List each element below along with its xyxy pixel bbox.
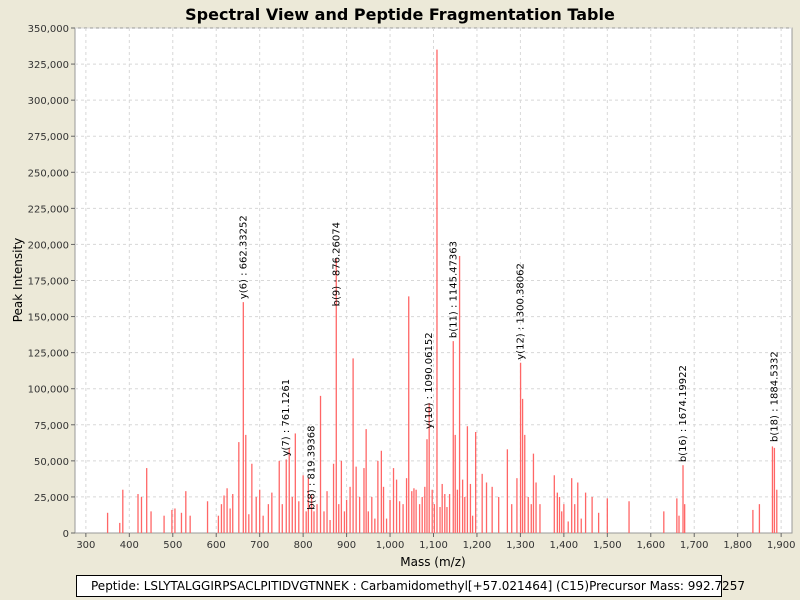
- y-tick-label: 100,000: [28, 385, 69, 396]
- x-tick-label: 1,300: [506, 540, 535, 551]
- axes: 0 25,000 50,000 75,000 100,000 125,000 150,000…: [28, 24, 796, 551]
- x-tick-label: 400: [120, 540, 139, 551]
- grid-lines: [75, 27, 792, 533]
- x-tick-label: 1,900: [767, 540, 796, 551]
- x-tick-label: 500: [163, 540, 182, 551]
- x-tick-label: 600: [207, 540, 226, 551]
- y-tick-label: 25,000: [34, 493, 69, 504]
- peak-annotation-label: b(8) : 819.39368: [307, 425, 318, 509]
- peak-annotation-label: b(18) : 1884.5332: [769, 351, 780, 442]
- x-tick-label: 1,600: [636, 540, 665, 551]
- y-tick-label: 50,000: [34, 457, 69, 468]
- y-tick-label: 250,000: [28, 168, 69, 179]
- peak-annotation-label: y(6) : 662.33252: [238, 215, 249, 299]
- peak-annotation-label: y(12) : 1300.38062: [516, 263, 527, 360]
- x-tick-label: 1,100: [419, 540, 448, 551]
- peak-annotation-label: b(16) : 1674.19922: [678, 365, 689, 462]
- x-tick-label: 300: [76, 540, 95, 551]
- y-tick-label: 0: [63, 529, 69, 540]
- x-axis-label: Mass (m/z): [400, 555, 465, 569]
- peak-annotation-label: y(10) : 1090.06152: [424, 332, 435, 429]
- peak-bars: [106, 49, 778, 533]
- peptide-label: Peptide: LSLYTALGGIRPSACLPITIDVGTNNEK : …: [91, 579, 590, 593]
- y-tick-label: 275,000: [28, 132, 69, 143]
- x-tick-label: 900: [337, 540, 356, 551]
- peak-annotation-label: b(9) : 876.26074: [331, 222, 342, 306]
- chart-title: Spectral View and Peptide Fragmentation …: [185, 5, 615, 24]
- x-tick-label: 1,000: [376, 540, 405, 551]
- peak-annotations: y(6) : 662.33252 y(7) : 761.1261 b(8) : 81…: [238, 215, 780, 510]
- y-axis-label: Peak Intensity: [11, 238, 25, 323]
- x-tick-label: 1,700: [680, 540, 709, 551]
- y-tick-label: 175,000: [28, 277, 69, 288]
- peak-annotation-label: y(7) : 761.1261: [281, 379, 292, 457]
- y-tick-label: 125,000: [28, 349, 69, 360]
- y-tick-label: 75,000: [34, 421, 69, 432]
- x-tick-label: 1,500: [593, 540, 622, 551]
- x-tick-label: 700: [250, 540, 269, 551]
- x-tick-label: 800: [294, 540, 313, 551]
- precursor-mass-label: Precursor Mass: 992.7257: [589, 579, 745, 593]
- y-tick-label: 225,000: [28, 204, 69, 215]
- x-tick-label: 1,400: [550, 540, 579, 551]
- peak-annotation-label: b(11) : 1145.47363: [448, 241, 459, 338]
- x-tick-label: 1,200: [463, 540, 492, 551]
- y-tick-label: 300,000: [28, 96, 69, 107]
- spectrum-chart: Spectral View and Peptide Fragmentation …: [11, 5, 796, 569]
- x-tick-label: 1,800: [723, 540, 752, 551]
- y-tick-label: 150,000: [28, 313, 69, 324]
- y-tick-label: 200,000: [28, 240, 69, 251]
- footer-info-box: Peptide: LSLYTALGGIRPSACLPITIDVGTNNEK : …: [76, 575, 745, 597]
- y-tick-label: 350,000: [28, 24, 69, 35]
- y-tick-label: 325,000: [28, 60, 69, 71]
